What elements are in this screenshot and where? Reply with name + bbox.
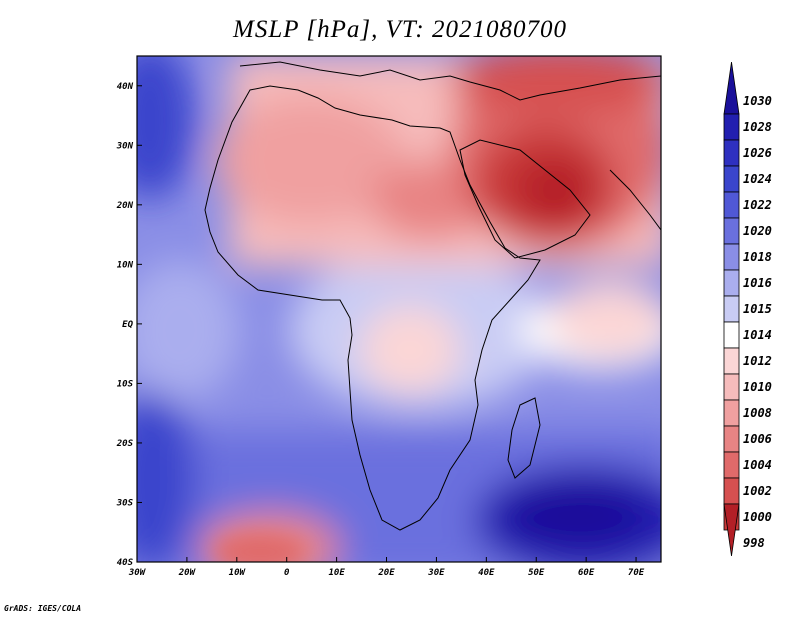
colorbar-swatch: [723, 451, 740, 479]
africa-coastline: [204, 85, 541, 531]
colorbar-swatch: [723, 139, 740, 167]
x-tick-label: 10E: [328, 568, 345, 578]
colorbar-swatch: [723, 321, 740, 349]
x-tick-label: 70E: [628, 568, 645, 578]
colorbar-label: 1026: [743, 146, 772, 160]
colorbar-swatch: [723, 61, 740, 115]
colorbar-swatch: [723, 165, 740, 193]
colorbar-swatch: [723, 477, 740, 505]
coastlines: [204, 61, 661, 531]
colorbar-swatch: [723, 113, 740, 141]
x-tick-label: 40E: [478, 568, 495, 578]
colorbar-label: 1014: [743, 328, 772, 342]
grads-credit: GrADS: IGES/COLA: [4, 604, 82, 613]
colorbar-swatch: [723, 191, 740, 219]
chart-title: MSLP [hPa], VT: 2021080700: [233, 16, 567, 43]
y-tick-label: 20S: [116, 439, 134, 449]
india-coastline: [609, 169, 661, 231]
colorbar-swatch: [723, 243, 740, 271]
colorbar-label: 1030: [743, 94, 772, 108]
colorbar-label: 998: [743, 536, 765, 550]
colorbar-swatch: [723, 217, 740, 245]
x-tick-label: 60E: [578, 568, 595, 578]
x-tick-label: 0: [284, 568, 290, 578]
colorbar-label: 1012: [743, 354, 772, 368]
plot-frame: [136, 55, 662, 563]
colorbar: 1030 1028 1026 1024 1022 1020 1018 1016 1015 1014…: [723, 61, 772, 557]
x-axis: 30W 20W 10W 0 10E 20E 30E 40E 50E 60E 70E: [128, 557, 645, 578]
colorbar-label: 1015: [743, 302, 772, 316]
colorbar-swatch: [723, 503, 740, 557]
colorbar-label: 1020: [743, 224, 772, 238]
pressure-field: [137, 56, 661, 562]
colorbar-label: 1016: [743, 276, 772, 290]
x-tick-label: 10W: [229, 568, 247, 578]
colorbar-swatch: [723, 269, 740, 297]
colorbar-swatch: [723, 373, 740, 401]
colorbar-swatch: [723, 347, 740, 375]
y-tick-label: 10S: [117, 379, 134, 389]
y-tick-label: 30S: [116, 498, 134, 508]
colorbar-label: 1024: [743, 172, 772, 186]
y-tick-label: 30N: [116, 141, 134, 151]
y-tick-label: 20N: [116, 201, 134, 211]
y-tick-label: 40S: [117, 558, 134, 568]
colorbar-label: 1022: [743, 198, 772, 212]
colorbar-label: 1028: [743, 120, 772, 134]
y-axis: 40N 30N 20N 10N EQ 10S 20S 30S 40S: [116, 82, 142, 568]
x-tick-label: 20W: [178, 568, 197, 578]
colorbar-swatch: [723, 399, 740, 427]
colorbar-label: 1002: [743, 484, 772, 498]
colorbar-label: 1008: [743, 406, 772, 420]
x-tick-label: 30E: [427, 568, 445, 578]
colorbar-label: 1006: [743, 432, 772, 446]
colorbar-label: 1004: [743, 458, 772, 472]
y-tick-label: 40N: [117, 82, 134, 92]
madagascar-coastline: [507, 397, 541, 479]
colorbar-label: 1010: [743, 380, 772, 394]
y-tick-label: 10N: [117, 260, 134, 270]
y-tick-label: EQ: [122, 320, 133, 330]
arabia-coastline: [459, 139, 591, 259]
colorbar-swatch: [723, 295, 740, 323]
colorbar-label: 1018: [743, 250, 772, 264]
x-tick-label: 20E: [377, 568, 395, 578]
colorbar-swatch: [723, 425, 740, 453]
colorbar-label: 1000: [743, 510, 772, 524]
europe-coastline: [239, 61, 661, 101]
x-tick-label: 50E: [528, 568, 545, 578]
x-tick-label: 30W: [128, 568, 147, 578]
